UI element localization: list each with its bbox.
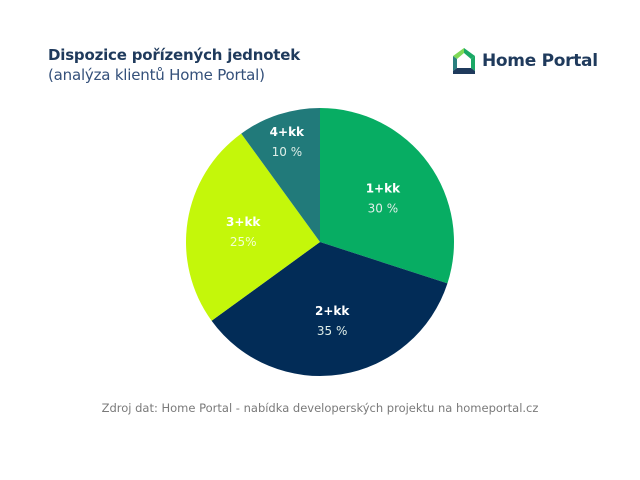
house-icon [453, 48, 475, 74]
slice-category-label: 1+kk [366, 181, 401, 195]
pie-slice-1-plus-kk [320, 108, 454, 284]
slice-category-label: 3+kk [226, 215, 261, 229]
data-source-note: Zdroj dat: Home Portal - nabídka develop… [101, 401, 539, 415]
pie-slice-4-plus-kk [241, 108, 320, 242]
slice-category-label: 2+kk [315, 304, 350, 318]
slice-value-label: 35 % [317, 324, 348, 338]
chart-title: Dispozice pořízených jednotek [48, 46, 301, 64]
slice-category-label: 4+kk [270, 125, 305, 139]
slice-value-label: 10 % [272, 145, 303, 159]
logo-text: Home Portal [482, 51, 598, 71]
slice-value-label: 30 % [368, 201, 399, 215]
pie-slice-2-plus-kk [211, 242, 448, 376]
chart-subtitle: (analýza klientů Home Portal) [48, 66, 265, 84]
pie-slice-3-plus-kk [186, 133, 320, 321]
slice-value-label: 25% [230, 235, 257, 249]
home-portal-logo: Home Portal [452, 48, 598, 74]
